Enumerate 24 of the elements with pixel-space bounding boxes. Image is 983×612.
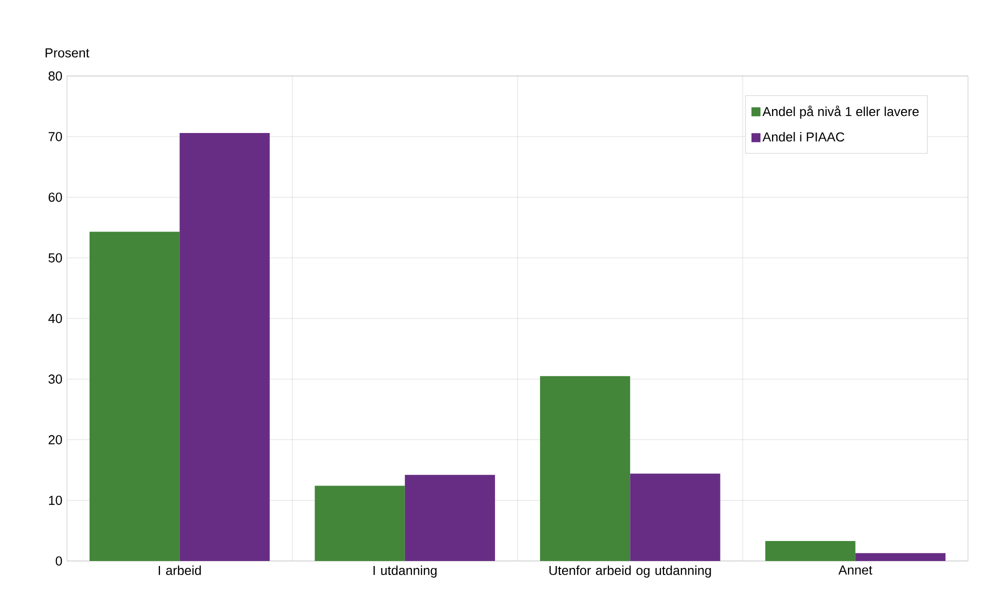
legend-label: Andel på nivå 1 eller lavere (762, 106, 919, 119)
y-tick-label: 20 (48, 435, 62, 444)
y-tick-label: 50 (48, 253, 62, 262)
y-axis-title: Prosent (46, 48, 90, 58)
bar (540, 376, 630, 561)
x-tick-label: I arbeid (158, 566, 201, 576)
y-tick-label: 70 (48, 132, 62, 142)
bar (90, 232, 180, 561)
bar (630, 474, 720, 561)
legend-label: Andel i PIAAC (762, 132, 844, 142)
y-tick-label: 0 (56, 556, 62, 566)
x-tick-label: I utdanning (374, 566, 437, 578)
y-tick-label: 60 (48, 192, 62, 202)
y-tick-label: 10 (49, 496, 62, 505)
y-tick-label: 80 (48, 71, 62, 81)
bar (404, 474, 495, 561)
x-tick-label: Utenfor arbeid og utdanning (549, 566, 711, 578)
bar (765, 540, 856, 561)
bar (180, 132, 270, 561)
bar (855, 553, 946, 561)
bar (314, 486, 405, 561)
x-tick-label: Annet (838, 566, 872, 575)
y-tick-label: 40 (48, 314, 62, 324)
y-tick-label: 30 (48, 374, 62, 384)
